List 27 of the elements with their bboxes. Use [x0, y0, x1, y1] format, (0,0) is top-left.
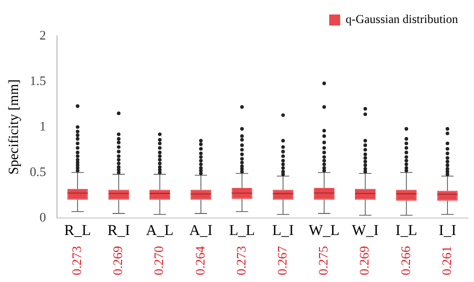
text: 0.266: [398, 246, 413, 276]
text: 0.267: [274, 246, 290, 276]
y-tick-label: 1.5: [30, 72, 46, 88]
x-tick-label: I_I: [438, 222, 456, 239]
x-tick-label: W_I: [352, 222, 379, 239]
text: 0.269: [356, 246, 372, 276]
text: 0.273: [69, 246, 84, 276]
text: 0.261: [438, 246, 454, 276]
x-tick-label: W_L: [308, 222, 340, 239]
x-tick-label: A_L: [146, 222, 174, 239]
text: 0.270: [151, 246, 166, 276]
y-tick-label: 0.5: [30, 164, 46, 179]
y-tick-label: 2: [40, 27, 46, 42]
text: 0.275: [316, 246, 331, 276]
y-axis-title: Specificity [mm]: [7, 79, 22, 175]
x-tick-label: R_L: [64, 222, 91, 239]
text: 0.264: [192, 246, 208, 276]
legend-label: q-Gaussian distribution: [346, 12, 458, 26]
x-tick-label: L_L: [229, 222, 255, 239]
x-tick-label: A_I: [189, 222, 213, 239]
text: 0.273: [233, 246, 248, 276]
x-tick-label: L_I: [272, 222, 294, 239]
text: 0.269: [110, 246, 126, 276]
x-tick-label: R_I: [107, 222, 130, 239]
y-tick-label: 1: [40, 118, 46, 134]
x-tick-label: I_L: [396, 222, 418, 239]
y-tick-label: 0: [40, 209, 46, 224]
